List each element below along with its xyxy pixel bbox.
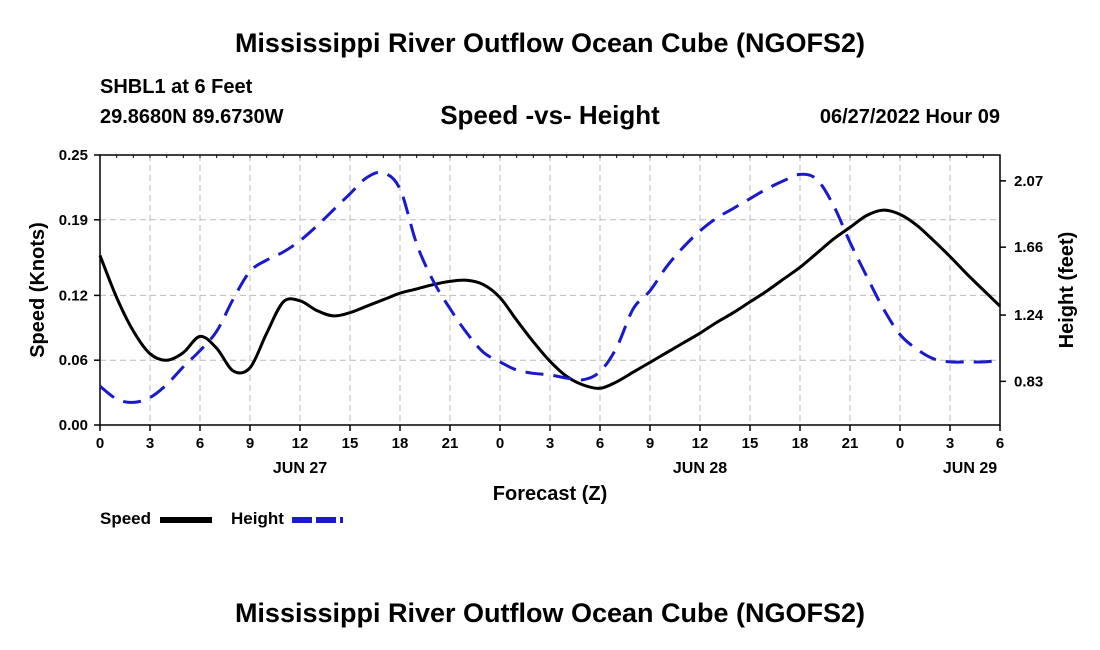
x-tick-label: 0 [96,435,104,452]
y2-tick-label: 1.24 [1014,307,1044,324]
x-tick-label: 3 [146,435,154,452]
x-tick-label: 15 [742,435,759,452]
y-tick-label: 0.12 [59,287,88,304]
day-label: JUN 27 [273,460,327,477]
x-tick-label: 18 [792,435,809,452]
chart-subtitle: Speed -vs- Height [440,100,660,130]
y-axis-title: Speed (Knots) [27,222,49,358]
x-tick-label: 12 [292,435,309,452]
y2-axis-title: Height (feet) [1056,232,1078,349]
x-tick-label: 6 [996,435,1004,452]
y2-tick-label: 0.83 [1014,373,1043,390]
day-label: JUN 28 [673,460,727,477]
legend-speed-label: Speed [100,509,152,528]
x-tick-label: 0 [896,435,904,452]
second-chart-title: Mississippi River Outflow Ocean Cube (NG… [234,598,866,628]
day-label: JUN 29 [943,460,997,477]
x-tick-label: 21 [842,435,859,452]
x-tick-label: 0 [496,435,504,452]
x-tick-label: 6 [596,435,604,452]
x-tick-label: 21 [442,435,459,452]
x-tick-label: 6 [196,435,204,452]
speed-series-line [98,208,1002,390]
y2-tick-label: 2.07 [1014,173,1043,190]
station-label: SHBL1 at 6 Feet [100,76,253,98]
chart-title: Mississippi River Outflow Ocean Cube (NG… [234,28,866,58]
x-tick-label: 9 [246,435,254,452]
x-tick-label: 9 [646,435,654,452]
y-tick-label: 0.19 [59,212,88,229]
x-tick-label: 12 [692,435,709,452]
station-coordinates: 29.8680N 89.6730W [100,106,284,128]
y-tick-label: 0.06 [59,352,88,369]
plot-frame [99,154,1001,426]
forecast-datetime: 06/27/2022 Hour 09 [819,106,1000,128]
y-tick-label: 0.00 [59,417,88,434]
legend-height-label: Height [231,509,284,528]
x-tick-label: 18 [392,435,409,452]
y2-tick-label: 1.66 [1014,239,1043,256]
x-tick-label: 3 [546,435,554,452]
x-tick-label: 15 [342,435,359,452]
x-tick-label: 3 [946,435,954,452]
x-axis-title: Forecast (Z) [493,483,607,505]
y-tick-label: 0.25 [59,147,88,164]
height-series-line [99,170,1001,404]
